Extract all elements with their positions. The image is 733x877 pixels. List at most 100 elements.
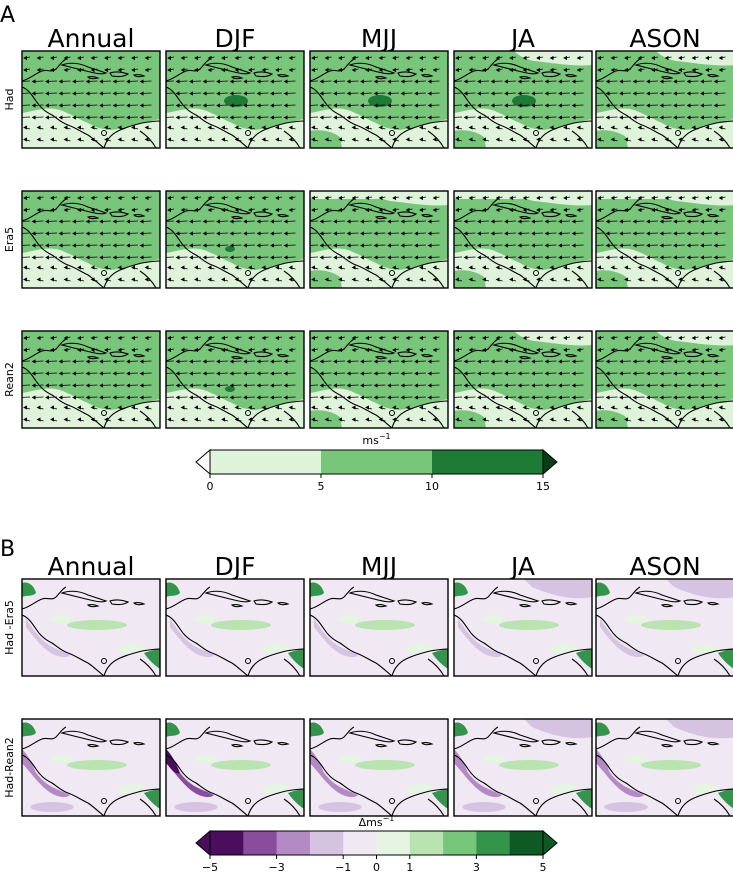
wind-vector-head [517, 371, 522, 376]
wind-vector-head [144, 417, 149, 422]
wind-vector-head [338, 137, 342, 142]
coastline [596, 86, 679, 148]
wind-vector-head [605, 91, 610, 96]
wind-vector [22, 80, 31, 82]
wind-vector-head [351, 125, 356, 130]
wind-vector-head [686, 243, 691, 248]
wind-vector-head [112, 103, 117, 108]
wind-vector-head [221, 347, 225, 353]
wind-vector-head [419, 137, 423, 142]
coastline [427, 658, 445, 676]
wind-vector-head [605, 383, 610, 388]
wind-vector-head [593, 232, 596, 235]
wind-vector-head [691, 405, 696, 410]
wind-vector-head [333, 383, 337, 388]
coastline [109, 351, 130, 358]
coastline [22, 226, 105, 288]
wind-vector-head [468, 265, 473, 270]
wind-vector-head [243, 91, 247, 96]
wind-vector-head [597, 125, 601, 130]
field-negative [314, 619, 358, 658]
field-positive [406, 784, 434, 794]
coastline [391, 400, 448, 428]
wind-vector [166, 232, 175, 234]
wind-vector-head [610, 195, 615, 201]
wind-vector-head [624, 335, 628, 341]
field-positive [550, 784, 578, 794]
wind-vector-head [175, 371, 180, 376]
wind-vector-head [36, 265, 41, 270]
wind-vector-head [432, 195, 437, 201]
wind-vector-head [194, 405, 198, 410]
wind-vector-head [189, 371, 193, 376]
wind-vector-head [624, 207, 628, 213]
field-positive [406, 644, 434, 654]
wind-vector-head [163, 384, 166, 387]
wind-vector-head [360, 231, 364, 236]
wind-vector [22, 104, 31, 106]
wind-vector-head [234, 347, 239, 353]
wind-vector-head [646, 219, 650, 224]
field-negative [174, 802, 218, 812]
wind-vector-head [311, 417, 315, 422]
coastline [397, 71, 418, 78]
wind-vector-head [77, 265, 81, 270]
wind-vector-head [509, 207, 513, 213]
column-title: DJF [214, 552, 255, 581]
wind-vector-head [351, 347, 356, 353]
wind-vector-head [646, 243, 650, 248]
wind-vector-head [427, 371, 432, 376]
wind-vector-head [378, 195, 383, 201]
wind-vector-head [144, 125, 149, 130]
wind-vector-head [624, 55, 628, 61]
coastline [132, 602, 146, 606]
field-mid [454, 199, 592, 270]
coastline [283, 798, 301, 816]
field-mid [310, 331, 448, 410]
wind-vector-head [216, 79, 220, 84]
wind-vector-head [90, 207, 95, 213]
wind-vector-head [36, 207, 41, 213]
wind-vector-head [45, 371, 49, 376]
wind-vector-head [718, 137, 723, 142]
wind-vector-head [36, 195, 41, 201]
wind-vector-head [234, 125, 239, 130]
wind-vector-head [256, 383, 261, 388]
wind-vector-head [202, 115, 207, 120]
wind-vector-head [646, 359, 650, 364]
wind-vector-head [77, 207, 81, 213]
wind-map-rean2-annual [21, 330, 161, 429]
wind-vector-head [686, 359, 691, 364]
coastline [454, 726, 499, 750]
wind-vector-head [207, 125, 212, 130]
wind-vector-head [23, 347, 27, 353]
wind-vector [166, 80, 175, 82]
panel-a-column-titles: Annual DJF MJJ JA ASON [48, 24, 701, 53]
wind-vector-head [23, 67, 27, 73]
wind-vector-head [90, 137, 95, 142]
wind-vector-head [311, 125, 315, 130]
coastline [247, 648, 304, 676]
wind-vector-head [175, 383, 180, 388]
wind-map-era5-annual [21, 190, 161, 289]
colorbar-frame [209, 449, 544, 475]
coastline [535, 788, 592, 816]
coastline [571, 410, 589, 428]
coastline [420, 602, 434, 606]
coastline [60, 730, 108, 743]
wind-vector-head [624, 67, 628, 73]
wind-vector-head [104, 125, 108, 130]
coastline [22, 338, 67, 362]
wind-vector-head [346, 219, 351, 224]
wind-vector-head [234, 195, 239, 201]
wind-vector-head [463, 79, 468, 84]
coastline [713, 798, 731, 816]
wind-vector-head [651, 335, 655, 341]
wind-vector-head [468, 405, 473, 410]
field-strong-positive [432, 789, 448, 809]
wind-vector-head [678, 207, 682, 213]
wind-vector-head [495, 125, 500, 130]
wind-vector-head [571, 371, 576, 376]
wind-vector-head [175, 219, 180, 224]
wind-vector-head [517, 243, 522, 248]
